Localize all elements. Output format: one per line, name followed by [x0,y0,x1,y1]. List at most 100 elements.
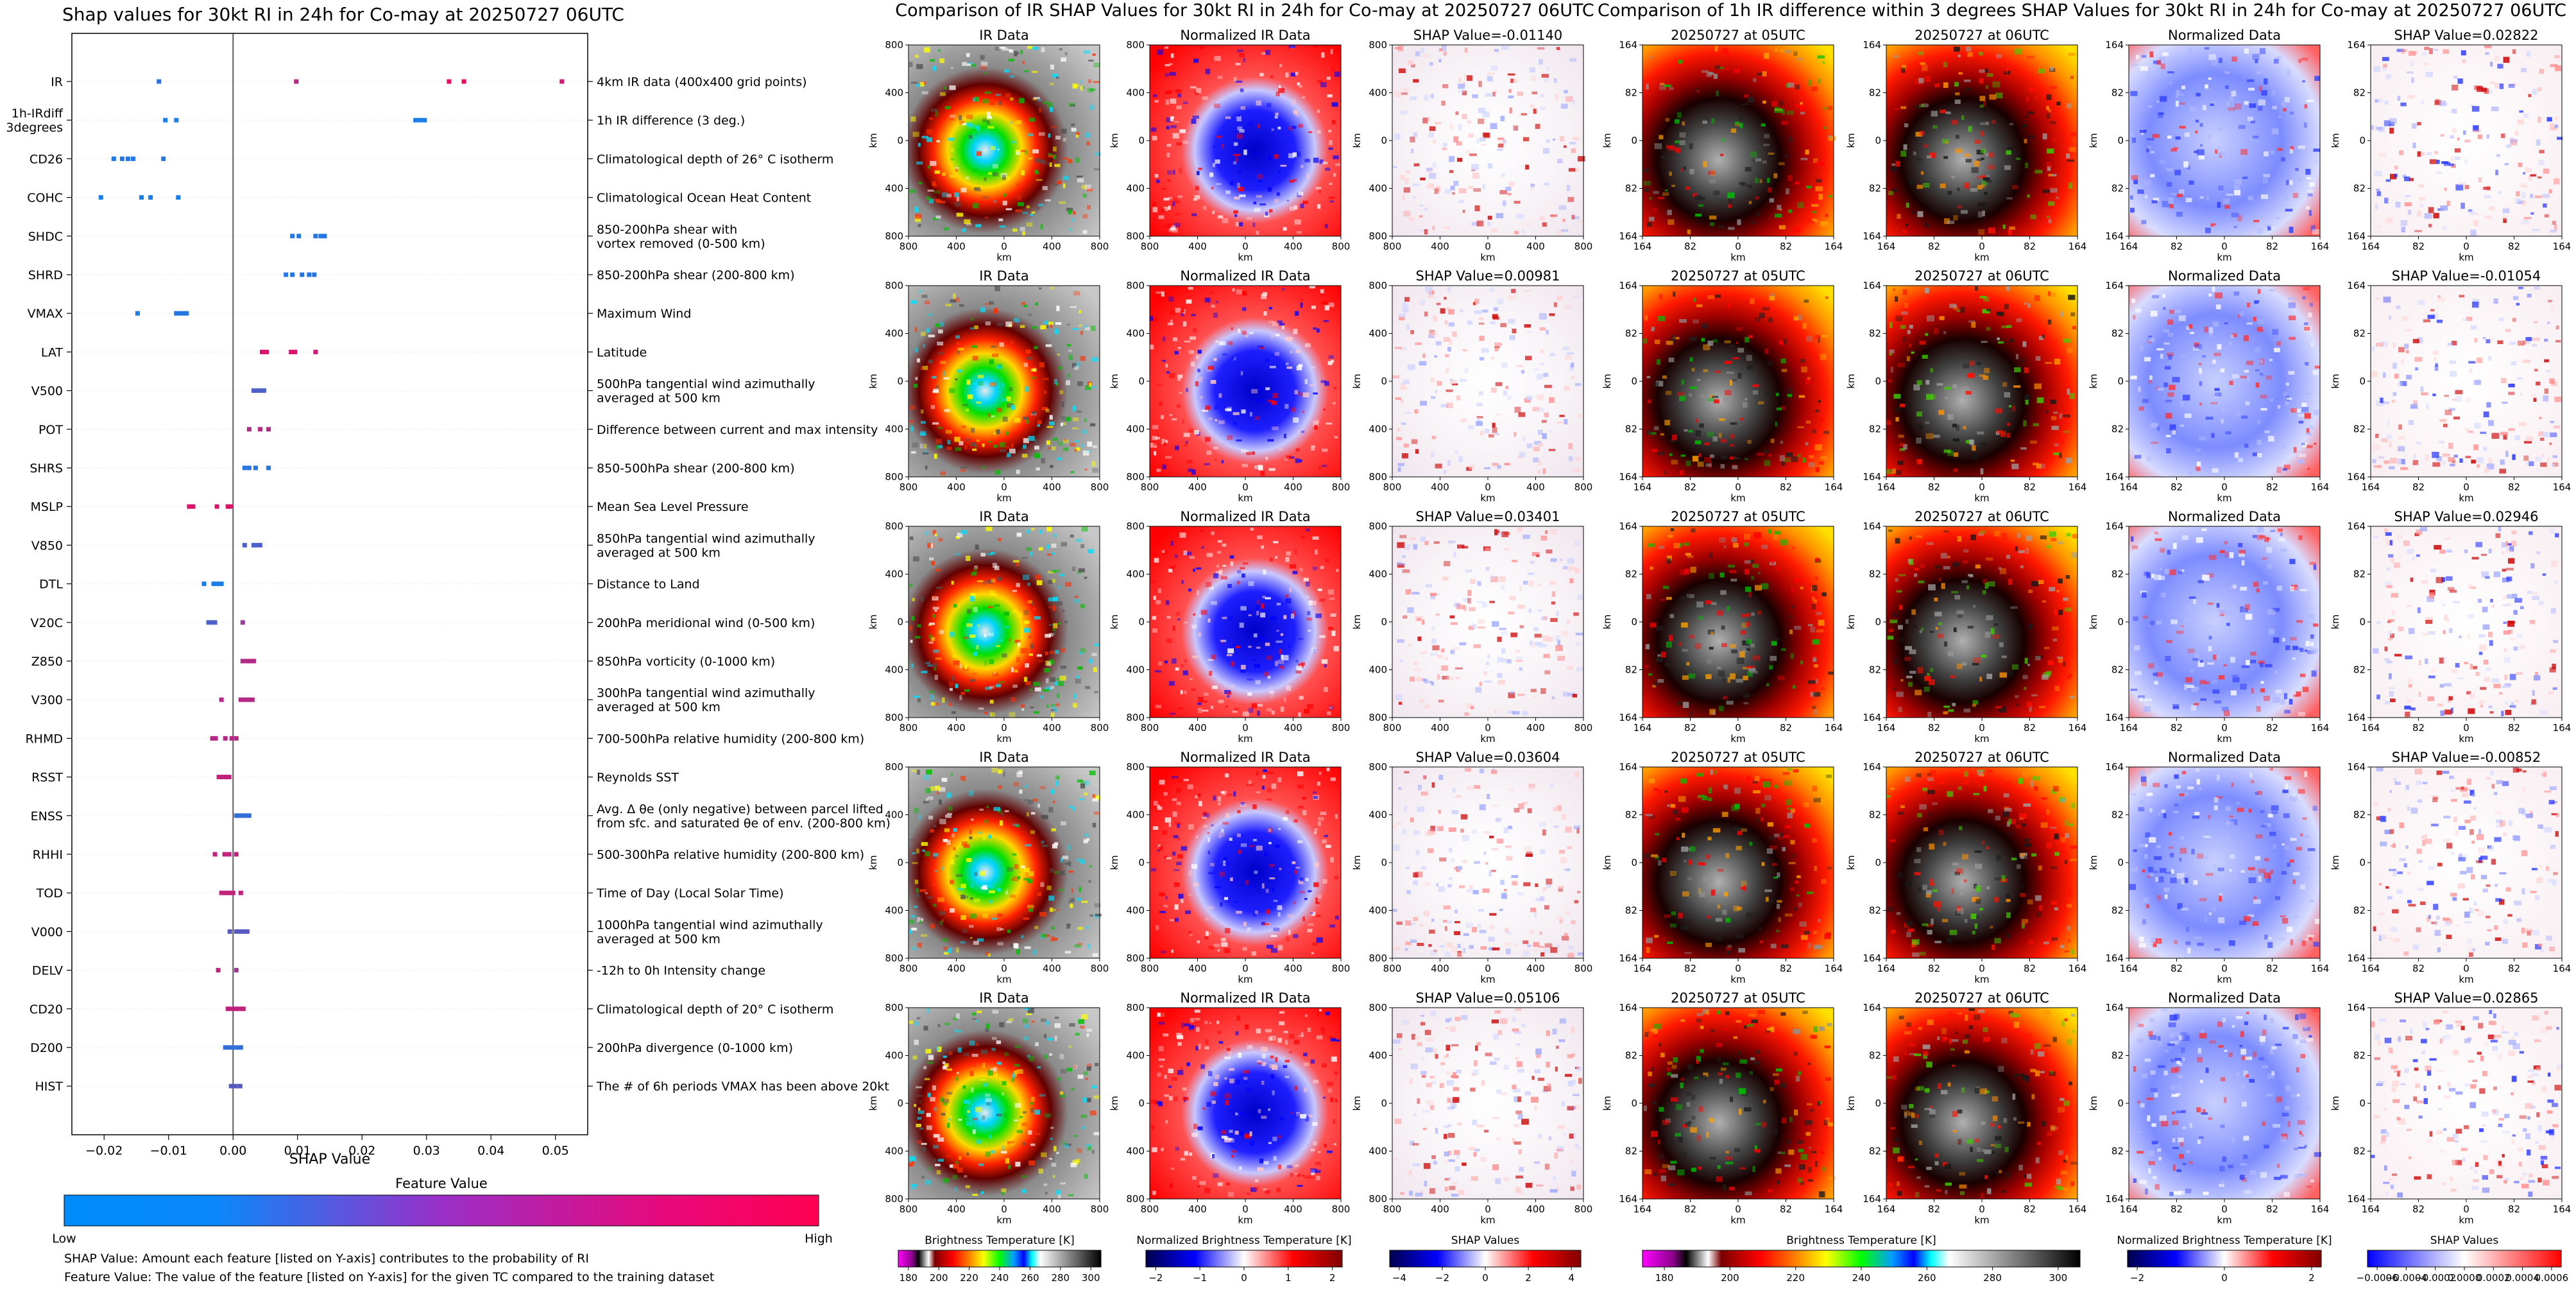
map-texture [1285,1040,1288,1044]
map-texture [1011,141,1016,143]
map-texture [1399,69,1406,73]
map-texture [1071,1088,1075,1090]
map-texture [1689,143,1693,149]
map-texture [1319,599,1325,602]
map-texture [1218,700,1224,703]
map-texture [1014,51,1017,56]
map-texture [1744,94,1748,98]
map-texture [1460,642,1466,646]
feature-description: 4km IR data (400x400 grid points) [597,75,807,89]
map-texture [1784,50,1791,53]
map-texture [971,64,976,67]
map-texture [1263,770,1268,772]
map-texture [1955,148,1963,153]
map-texture [998,681,1005,683]
map-texture [2234,226,2237,228]
map-texture [1317,1012,1319,1017]
map-texture [2264,78,2267,85]
map-texture [1447,460,1451,466]
map-texture [1309,384,1314,387]
map-texture [1464,712,1469,716]
map-texture [1059,48,1062,50]
map-texture [2006,150,2011,155]
map-x-tick-label: 0 [1001,481,1007,493]
map-texture [1279,666,1284,669]
feature-value-colorbar [64,1195,819,1226]
map-texture [1518,1114,1523,1119]
map-texture [1158,215,1164,219]
map-y-tick-label: 800 [885,712,903,723]
map-texture [2303,138,2306,142]
map-texture [1892,164,1895,166]
map-texture [2398,96,2400,101]
map-texture [996,1040,1001,1044]
map-texture [1156,926,1159,930]
map-texture [1059,201,1065,204]
map-texture [1267,788,1272,793]
map-texture [2176,101,2179,107]
map-texture [1797,202,1804,208]
map-texture [1451,650,1455,655]
map-texture [2068,53,2076,56]
map-texture [2142,55,2146,58]
map-texture [1454,921,1460,923]
map-texture [1982,202,1986,205]
map-texture [1071,471,1075,473]
map-texture [1005,626,1009,628]
map-texture [1260,636,1266,641]
map-texture [1053,623,1057,628]
map-y-axis-label: km [867,855,879,870]
map-texture [1419,924,1423,927]
map-texture [1401,92,1408,95]
map-x-tick-label: 0 [1001,241,1007,252]
map-texture [2377,226,2381,228]
map-texture [1272,711,1275,714]
map-texture [928,816,933,820]
map-texture [984,178,986,181]
map-texture [923,1026,928,1031]
map-texture [1479,391,1483,395]
map-texture [943,839,948,842]
map-texture [1089,915,1093,917]
map-texture [1159,1046,1164,1051]
map-texture [1071,1163,1077,1167]
map-texture [1964,80,1971,82]
map-texture [1307,611,1310,615]
map-x-tick-label: 800 [1091,481,1109,493]
map-texture [2034,96,2038,99]
map-texture [1234,142,1238,146]
map-texture [1164,46,1168,49]
map-texture [1184,691,1186,694]
map-texture [1550,529,1557,535]
map-texture [1278,1165,1281,1169]
map-texture [1077,927,1083,930]
map-texture [1230,877,1233,881]
map-x-tick-label: 400 [1188,241,1207,252]
map-texture [1644,187,1649,192]
map-texture [1519,1150,1522,1155]
map-x-tick-label: 0 [1485,1203,1491,1215]
map-texture [2272,128,2278,134]
map-texture [1399,1047,1403,1050]
map-texture [919,182,923,184]
map-texture [997,148,1000,150]
map-texture [1322,449,1327,452]
map-texture [1050,703,1056,706]
map-texture [1326,845,1331,848]
map-texture [2232,139,2237,144]
map-texture [1480,1157,1487,1162]
map-texture [1151,1099,1157,1104]
map-texture [917,624,921,628]
map-texture [1479,323,1484,325]
map-texture [1549,1136,1552,1140]
map-texture [1422,1110,1429,1113]
shap-point [413,118,418,123]
map-texture [1974,160,1979,166]
map-texture [1164,1094,1169,1096]
map-texture [2304,123,2307,128]
map-texture [947,813,952,815]
map-texture [2239,125,2246,129]
map-texture [1574,541,1581,546]
map-texture [948,703,953,706]
map-texture [1506,659,1511,664]
